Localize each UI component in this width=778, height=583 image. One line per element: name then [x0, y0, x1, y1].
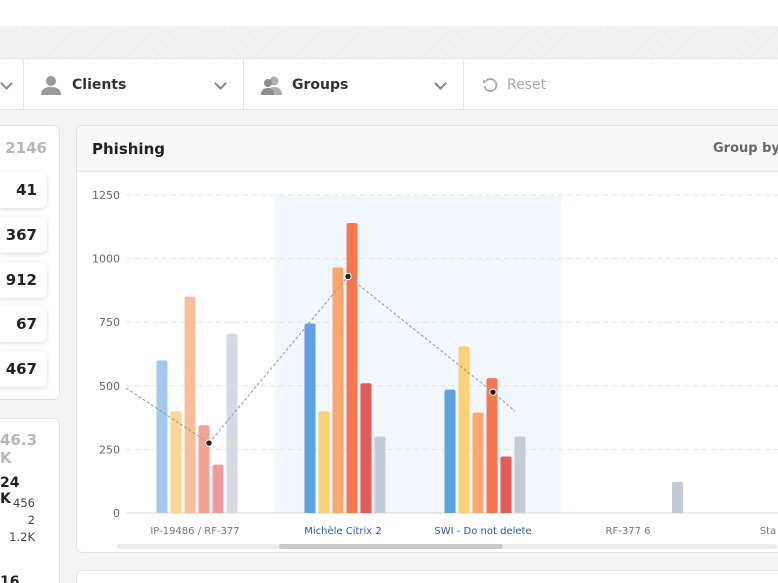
bar	[515, 437, 526, 513]
bar	[445, 390, 456, 513]
y-tick-label: 750	[99, 316, 120, 329]
y-tick-label: 500	[99, 380, 120, 393]
bar	[213, 465, 224, 513]
x-category-label: Sta	[760, 526, 776, 537]
x-category-label: SWI - Do not delete	[434, 526, 531, 537]
bar	[333, 268, 344, 513]
y-tick-label: 1000	[92, 253, 120, 266]
trend-point	[206, 440, 212, 446]
bar	[157, 360, 168, 513]
bar	[459, 346, 470, 513]
bar	[305, 323, 316, 513]
bar	[473, 413, 484, 513]
bar	[672, 482, 683, 513]
bar	[375, 437, 386, 513]
trend-point	[490, 389, 496, 395]
x-category-label: Michèle Citrix 2	[304, 525, 382, 537]
bar	[361, 383, 372, 513]
bar	[347, 223, 358, 513]
y-tick-label: 0	[113, 507, 120, 520]
bar	[227, 334, 238, 513]
bar	[487, 378, 498, 513]
bar	[185, 297, 196, 513]
scrollbar-thumb[interactable]	[279, 544, 503, 549]
x-category-label: IP-19486 / RF-377	[150, 526, 239, 537]
y-tick-label: 1250	[92, 189, 120, 202]
bar	[501, 457, 512, 513]
y-tick-label: 250	[99, 443, 120, 456]
trend-point	[345, 273, 351, 279]
bar	[171, 411, 182, 513]
bar	[199, 425, 210, 513]
phishing-chart: 0 250 500 750 1000 1250 IP-19486 / RF-377 Michè…	[0, 0, 778, 583]
x-category-label: RF-377 6	[606, 526, 651, 537]
bar	[319, 411, 330, 513]
